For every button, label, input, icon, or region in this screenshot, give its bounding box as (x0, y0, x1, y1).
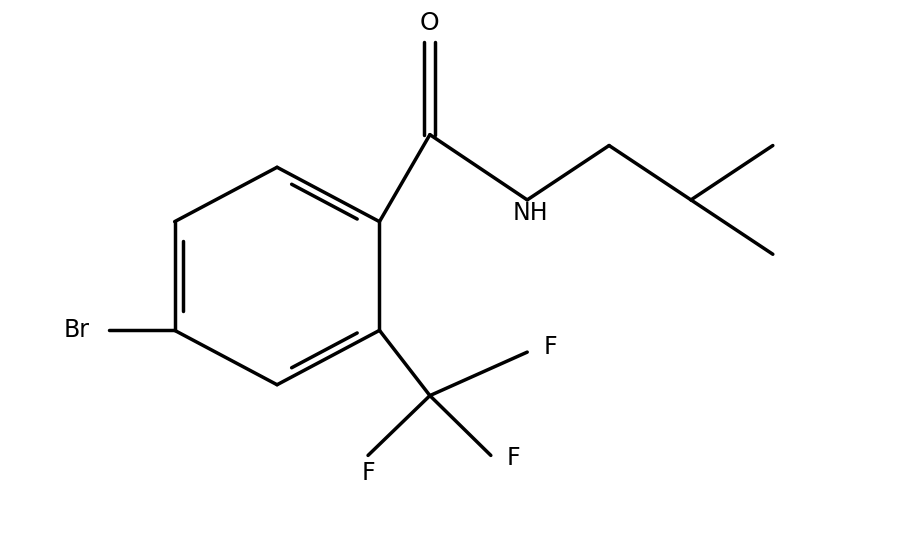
Text: F: F (507, 446, 521, 470)
Text: O: O (420, 11, 440, 35)
Text: NH: NH (512, 201, 548, 225)
Text: Br: Br (64, 319, 90, 342)
Text: F: F (361, 461, 375, 485)
Text: F: F (543, 335, 557, 359)
